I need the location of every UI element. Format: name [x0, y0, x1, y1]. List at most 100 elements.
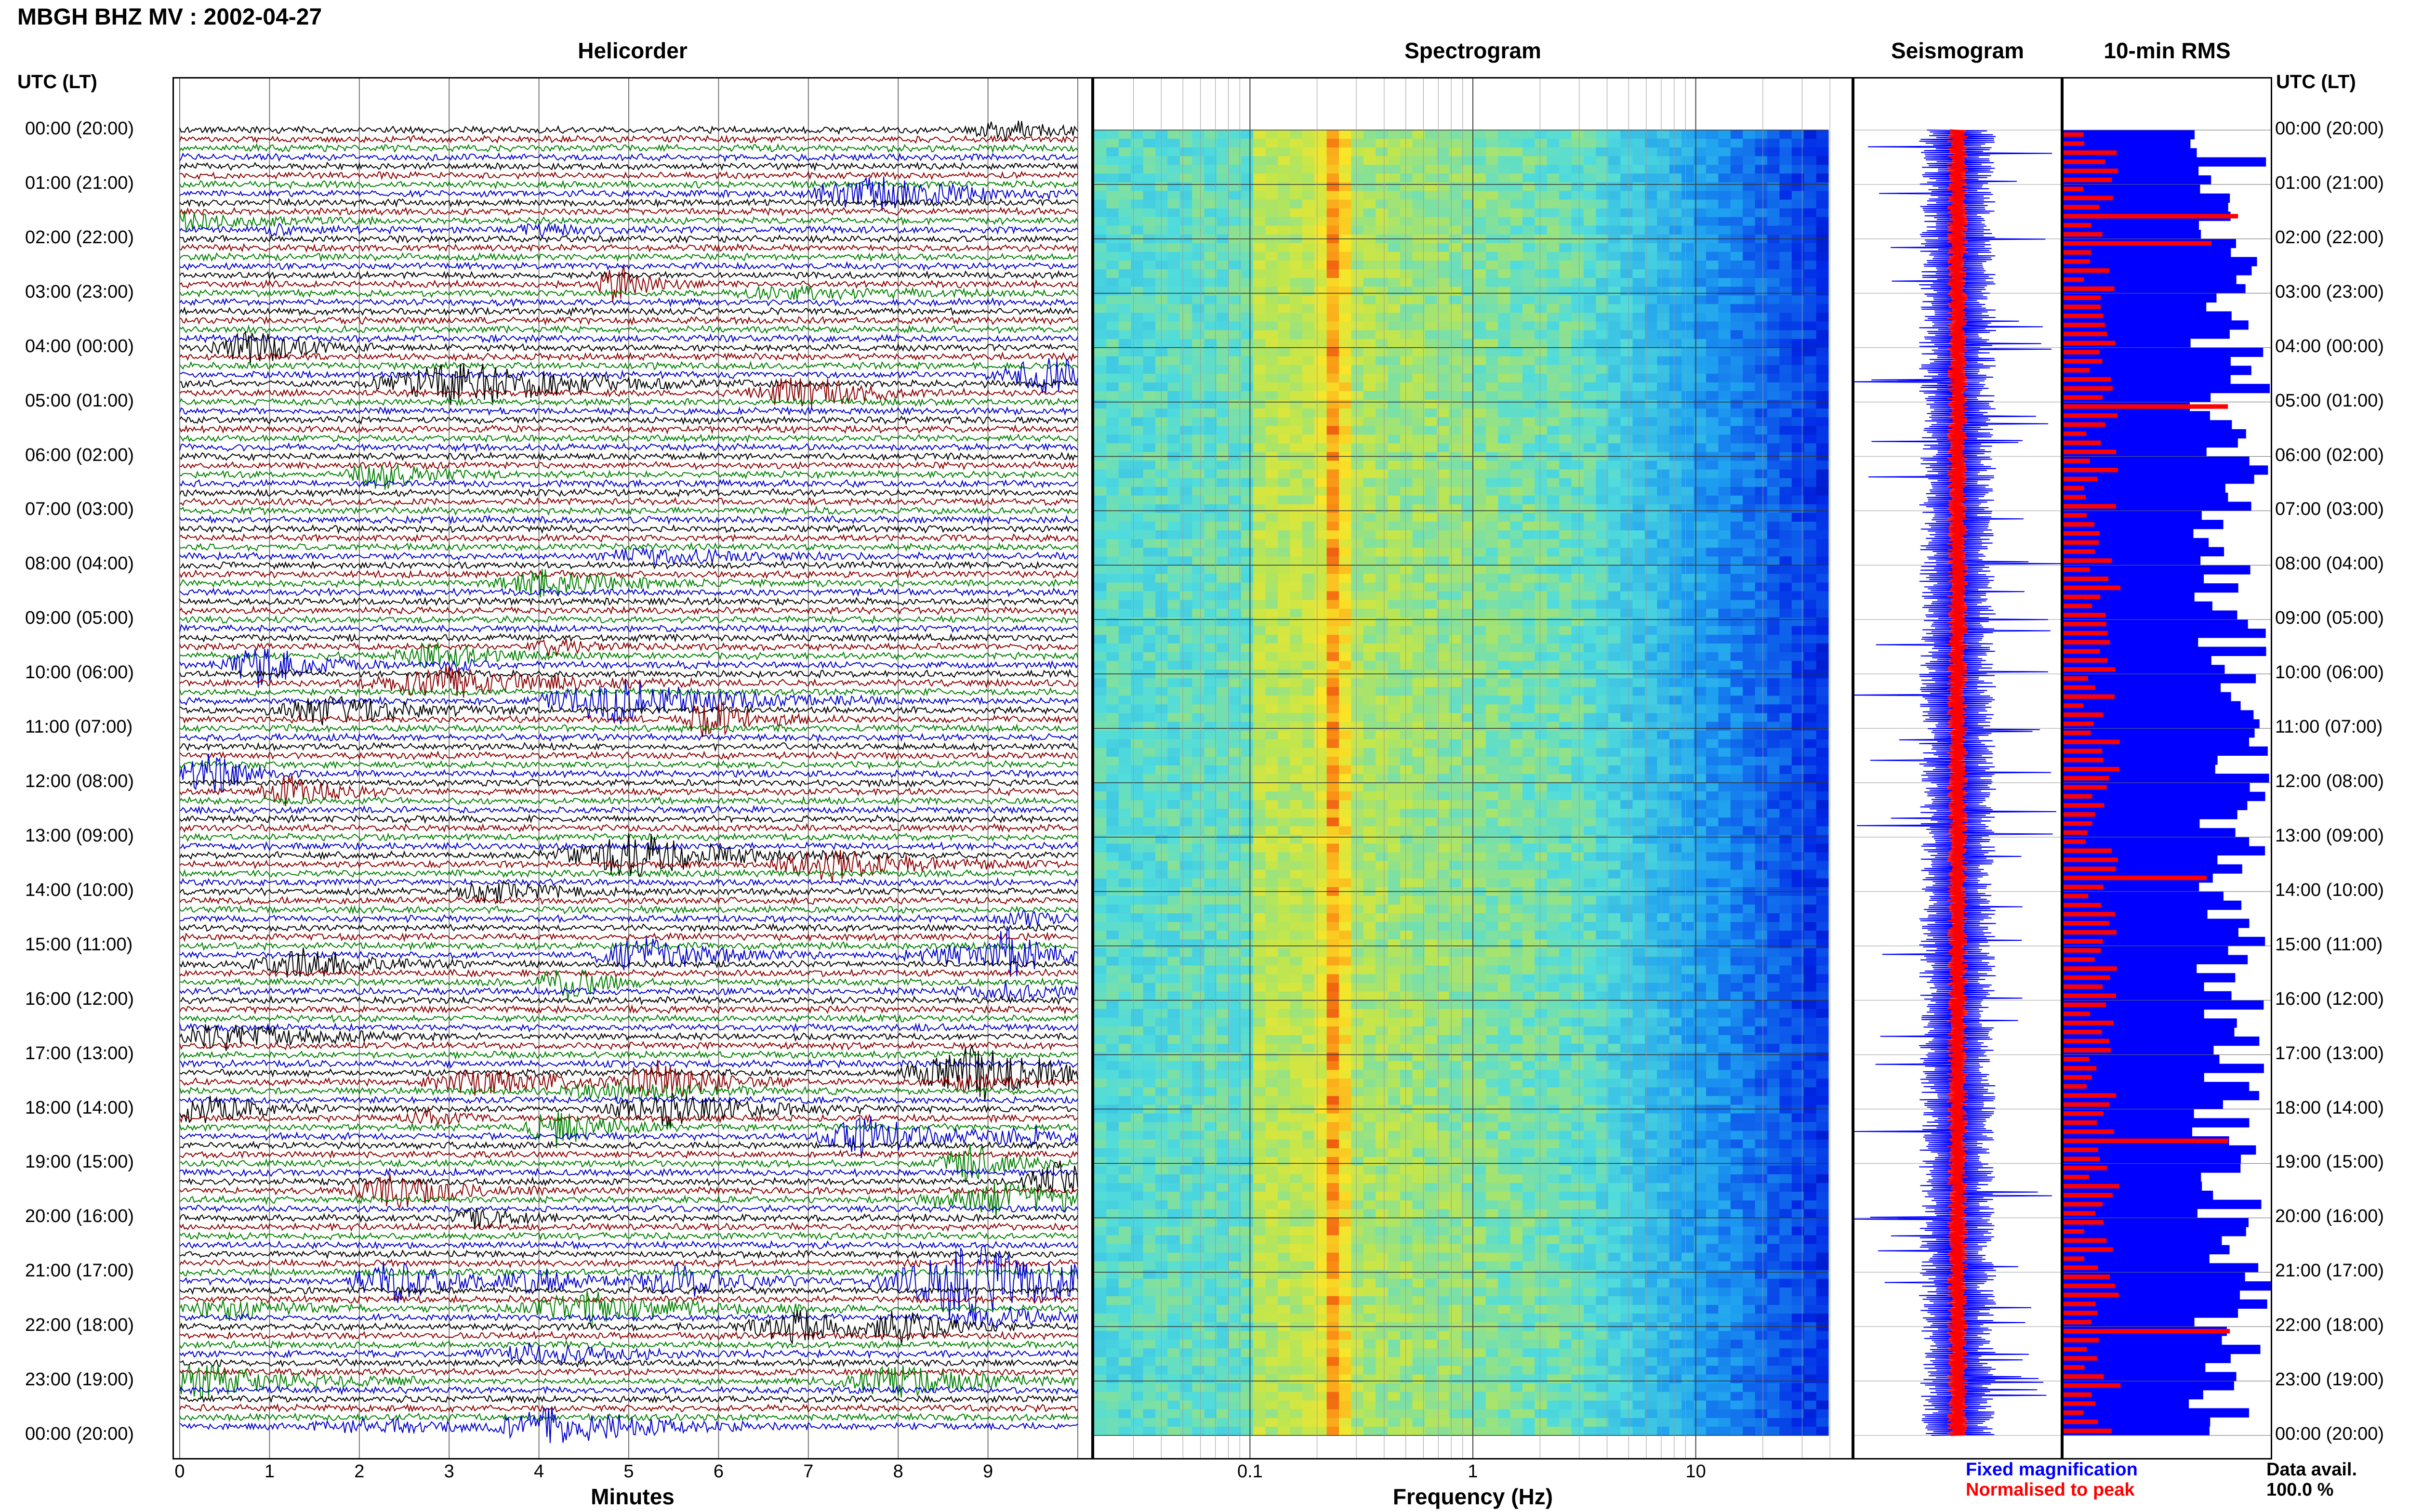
spectrogram-cell — [1791, 295, 1804, 304]
spectrogram-cell — [1314, 574, 1327, 583]
spectrogram-cell — [1106, 139, 1119, 148]
spectrogram-cell — [1522, 486, 1535, 496]
spectrogram-cell — [1229, 739, 1242, 749]
spectrogram-cell — [1253, 426, 1266, 435]
spectrogram-cell — [1167, 730, 1180, 740]
spectrogram-cell — [1412, 730, 1425, 740]
spectrogram-cell — [1681, 278, 1694, 287]
spectrogram-cell — [1167, 687, 1180, 696]
spectrogram-cell — [1339, 791, 1351, 801]
spectrogram-cell — [1535, 460, 1548, 470]
spectrogram-cell — [1657, 678, 1670, 687]
spectrogram-cell — [1217, 739, 1229, 749]
spectrogram-cell — [1388, 417, 1401, 426]
spectrogram-cell — [1179, 182, 1192, 192]
spectrogram-cell — [1791, 643, 1804, 653]
spectrogram-cell — [1278, 295, 1290, 304]
spectrogram-cell — [1473, 469, 1486, 479]
spectrogram-cell — [1706, 261, 1719, 270]
spectrogram-cell — [1718, 608, 1731, 618]
spectrogram-cell — [1302, 722, 1315, 731]
spectrogram-cell — [1510, 539, 1523, 548]
spectrogram-cell — [1461, 460, 1474, 470]
spectrogram-cell — [1645, 330, 1657, 340]
spectrogram-cell — [1155, 182, 1168, 192]
spectrogram-cell — [1351, 652, 1364, 661]
spectrogram-cell — [1302, 251, 1315, 261]
spectrogram-cell — [1217, 460, 1229, 470]
spectrogram-cell — [1791, 373, 1804, 383]
spectrogram-cell — [1743, 278, 1756, 287]
spectrogram-cell — [1351, 565, 1364, 574]
spectrogram-cell — [1522, 261, 1535, 270]
spectrogram-cell — [1755, 530, 1768, 539]
spectrogram-cell — [1767, 574, 1780, 583]
spectrogram-cell — [1730, 469, 1743, 479]
spectrogram-cell — [1571, 321, 1584, 331]
spectrogram-cell — [1608, 400, 1621, 409]
spectrogram-cell — [1779, 722, 1792, 731]
spectrogram-cell — [1608, 791, 1621, 801]
spectrogram-cell — [1412, 704, 1425, 714]
spectrogram-cell — [1461, 791, 1474, 801]
helicorder-trace — [179, 1079, 1078, 1103]
spectrogram-cell — [1118, 591, 1131, 601]
spectrogram-cell — [1412, 556, 1425, 565]
spectrogram-cell — [1400, 565, 1413, 574]
spectrogram-cell — [1743, 539, 1756, 548]
spectrogram-cell — [1681, 652, 1694, 661]
spectrogram-cell — [1522, 182, 1535, 192]
spectrogram-cell — [1412, 817, 1425, 827]
spectrogram-cell — [1106, 321, 1119, 331]
spectrogram-cell — [1265, 434, 1278, 444]
spectrogram-cell — [1657, 783, 1670, 792]
spectrogram-cell — [1351, 208, 1364, 218]
spectrogram-cell — [1412, 443, 1425, 453]
spectrogram-cell — [1669, 373, 1682, 383]
spectrogram-cell — [1461, 443, 1474, 453]
spectrogram-cell — [1192, 634, 1205, 644]
spectrogram-cell — [1094, 704, 1107, 714]
spectrogram-cell — [1229, 382, 1242, 392]
spectrogram-cell — [1376, 791, 1389, 801]
spectrogram-cell — [1118, 634, 1131, 644]
spectrogram-cell — [1461, 739, 1474, 749]
spectrogram-cell — [1694, 634, 1707, 644]
spectrogram-cell — [1743, 774, 1756, 783]
spectrogram-cell — [1265, 173, 1278, 183]
spectrogram-cell — [1131, 225, 1144, 235]
spectrogram-cell — [1510, 617, 1523, 627]
spectrogram-cell — [1143, 217, 1156, 226]
spectrogram-cell — [1755, 139, 1768, 148]
spectrogram-cell — [1645, 391, 1657, 400]
spectrogram-cell — [1351, 556, 1364, 565]
spectrogram-cell — [1326, 443, 1339, 453]
spectrogram-cell — [1265, 582, 1278, 592]
spectrogram-cell — [1535, 791, 1548, 801]
spectrogram-cell — [1265, 347, 1278, 357]
spectrogram-cell — [1804, 347, 1817, 357]
spectrogram-cell — [1179, 443, 1192, 453]
spectrogram-cell — [1669, 722, 1682, 731]
spectrogram-cell — [1278, 156, 1290, 165]
spectrogram-cell — [1302, 365, 1315, 374]
spectrogram-cell — [1424, 730, 1437, 740]
spectrogram-cell — [1131, 304, 1144, 313]
spectrogram-cell — [1241, 139, 1254, 148]
spectrogram-cell — [1326, 722, 1339, 731]
spectrogram-cell — [1131, 217, 1144, 226]
spectrogram-cell — [1816, 643, 1829, 653]
spectrogram-cell — [1473, 626, 1486, 635]
spectrogram-cell — [1730, 748, 1743, 757]
spectrogram-cell — [1730, 652, 1743, 661]
spectrogram-cell — [1730, 565, 1743, 574]
spectrogram-cell — [1155, 313, 1168, 322]
spectrogram-cell — [1290, 391, 1303, 400]
spectrogram-cell — [1241, 608, 1254, 618]
spectrogram-cell — [1743, 548, 1756, 557]
spectrogram-cell — [1804, 678, 1817, 687]
spectrogram-cell — [1290, 156, 1303, 165]
spectrogram-cell — [1461, 225, 1474, 235]
spectrogram-cell — [1265, 261, 1278, 270]
spectrogram-cell — [1522, 800, 1535, 809]
